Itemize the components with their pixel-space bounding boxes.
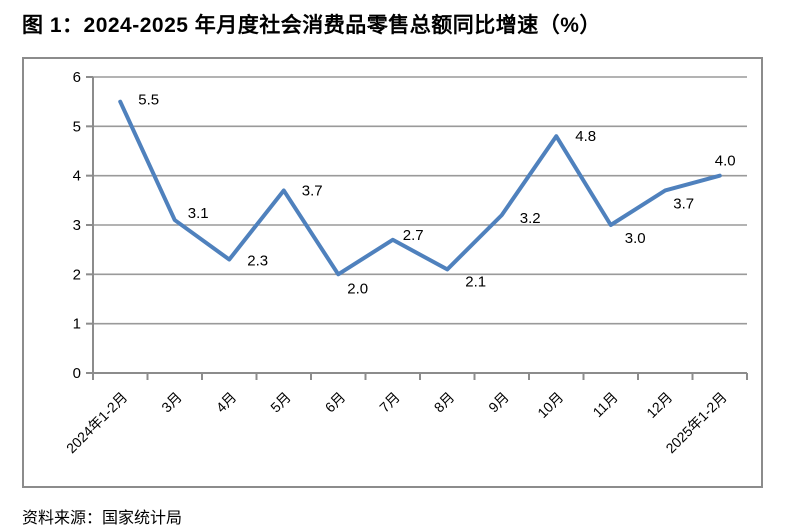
x-tick-label: 6月 (322, 389, 349, 416)
source-note: 资料来源：国家统计局 (22, 510, 183, 527)
y-tick-label: 3 (73, 217, 81, 234)
x-tick-label: 9月 (485, 389, 512, 416)
data-point-label: 5.5 (138, 92, 159, 109)
data-line (118, 99, 722, 277)
y-tick-label: 6 (73, 69, 81, 86)
y-tick-label: 2 (73, 266, 81, 283)
chart-frame: 0 1 2 3 4 5 6 2024年1-2月 3月 4月 5月 6月 7月 8月 9月 10月 11月 12月 2… (22, 57, 763, 488)
y-tick-label: 4 (73, 168, 81, 185)
x-tick-label: 5月 (267, 389, 294, 416)
x-tick-label: 8月 (431, 389, 458, 416)
x-tick-label: 2024年1-2月 (63, 389, 130, 456)
figure-title: 图 1：2024-2025 年月度社会消费品零售总额同比增速（%） (22, 14, 601, 37)
data-point-label: 2.1 (465, 273, 486, 290)
data-point-label: 2.7 (403, 227, 424, 244)
data-point-label: 4.0 (715, 153, 736, 170)
y-tick-label: 1 (73, 316, 81, 333)
x-tick-label: 3月 (158, 389, 185, 416)
x-tick-label: 4月 (213, 389, 240, 416)
x-tick-label: 11月 (589, 389, 620, 420)
y-tick-label: 0 (73, 365, 81, 382)
data-point-label: 3.7 (302, 182, 323, 199)
line-chart: 0 1 2 3 4 5 6 2024年1-2月 3月 4月 5月 6月 7月 8月 9月 10月 11月 12月 2… (63, 69, 748, 456)
x-tick-label: 10月 (534, 389, 566, 421)
data-point-label: 3.7 (673, 195, 694, 212)
x-tick-label: 7月 (376, 389, 403, 416)
data-point-label: 2.3 (247, 253, 268, 270)
data-point-label: 4.8 (575, 128, 596, 145)
y-tick-label: 5 (73, 118, 81, 135)
data-point-label: 3.2 (520, 210, 541, 227)
data-point-label: 3.0 (625, 230, 646, 247)
data-point-label: 2.0 (347, 280, 368, 297)
data-point-label: 3.1 (188, 205, 209, 222)
x-tick-label: 12月 (643, 389, 675, 421)
